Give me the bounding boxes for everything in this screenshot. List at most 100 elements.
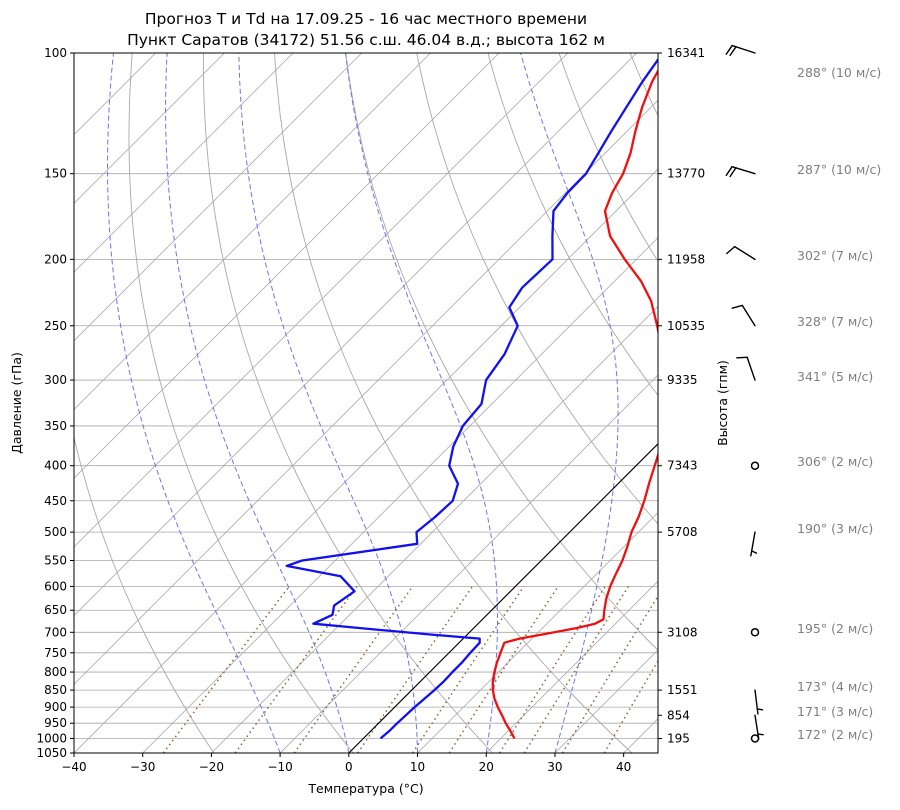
height-tick-label: 16341	[667, 46, 705, 60]
calm-wind-circle-icon	[752, 735, 759, 742]
mixing-ratio-line	[604, 586, 703, 753]
dry-adiabat-line	[488, 53, 900, 753]
wind-barb-half-feather	[752, 551, 757, 553]
dry-adiabat-line	[346, 53, 772, 753]
wind-label: 195° (2 м/с)	[797, 621, 873, 636]
wind-label: 288° (10 м/с)	[797, 65, 881, 80]
dewpoint-line	[287, 53, 663, 739]
x-tick-label: −10	[267, 760, 292, 774]
wind-label: 341° (5 м/с)	[797, 369, 873, 384]
wind-label: 302° (7 м/с)	[797, 248, 873, 263]
calm-wind-circle-icon	[752, 462, 759, 469]
wind-barb-feather	[732, 305, 742, 308]
y-tick-label: 1050	[36, 746, 67, 760]
zero-isotherm-line	[349, 53, 900, 753]
isotherm-line	[349, 53, 900, 753]
y-tick-label: 700	[44, 625, 67, 639]
x-tick-label: 40	[616, 760, 631, 774]
wind-label: 306° (2 м/с)	[797, 454, 873, 469]
y2-axis-title: Высота (гпм)	[715, 360, 730, 446]
isotherm-line	[486, 53, 900, 753]
x-tick-label: 0	[345, 760, 353, 774]
y-tick-label: 500	[44, 525, 67, 539]
isotherm-line	[5, 53, 705, 753]
chart-title-line-2: Пункт Саратов (34172) 51.56 с.ш. 46.04 в…	[127, 31, 605, 49]
isotherm-line	[74, 53, 774, 753]
height-tick-label: 854	[667, 708, 690, 722]
wind-barb-icon	[747, 357, 755, 380]
y-tick-label: 850	[44, 683, 67, 697]
isotherm-line	[280, 53, 900, 753]
y-tick-label: 450	[44, 494, 67, 508]
height-tick-label: 5708	[667, 525, 698, 539]
height-tick-label: 3108	[667, 625, 698, 639]
y-tick-label: 300	[44, 373, 67, 387]
wind-label: 328° (7 м/с)	[797, 314, 873, 329]
y-tick-label: 800	[44, 665, 67, 679]
isotherm-line	[624, 53, 900, 753]
dry-adiabat-line	[630, 53, 900, 753]
height-tick-label: 10535	[667, 319, 705, 333]
wind-label: 190° (3 м/с)	[797, 521, 873, 536]
wind-barb-icon	[742, 305, 755, 325]
wind-profile: 288° (10 м/с) 287° (10 м/с) 302° (7 м/с) 32…	[726, 46, 881, 742]
wind-barb-icon	[755, 690, 758, 714]
y-tick-label: 1000	[36, 731, 67, 745]
y-axis-title: Давление (гПа)	[9, 352, 24, 454]
calm-wind-circle-icon	[752, 629, 759, 636]
x-axis-title: Температура (°C)	[307, 781, 423, 796]
wind-label: 171° (3 м/с)	[797, 704, 873, 719]
dry-adiabat-line	[203, 53, 492, 753]
y-tick-label: 750	[44, 646, 67, 660]
series-layer	[287, 53, 669, 739]
dry-adiabat-line	[129, 53, 353, 753]
mixing-ratio-line	[449, 586, 558, 753]
wind-label: 173° (4 м/с)	[797, 679, 873, 694]
height-tick-label: 9335	[667, 373, 698, 387]
y-tick-label: 400	[44, 459, 67, 473]
wind-label: 287° (10 м/с)	[797, 162, 881, 177]
moist-adiabat-line	[521, 53, 619, 753]
moist-adiabat-line	[108, 53, 281, 753]
height-tick-label: 7343	[667, 459, 698, 473]
x-tick-label: 30	[547, 760, 562, 774]
height-tick-label: 13770	[667, 167, 705, 181]
mixing-ratio-line	[524, 586, 628, 753]
y-tick-label: 100	[44, 46, 67, 60]
y-tick-label: 900	[44, 700, 67, 714]
y-tick-label: 650	[44, 603, 67, 617]
dry-adiabat-line	[772, 53, 900, 753]
y-tick-label: 200	[44, 252, 67, 266]
isotherm-line	[0, 53, 637, 753]
height-tick-label: 1551	[667, 683, 698, 697]
y-tick-label: 150	[44, 167, 67, 181]
y-tick-label: 950	[44, 716, 67, 730]
y-tick-label: 600	[44, 579, 67, 593]
isotherm-line	[143, 53, 843, 753]
plot-frame	[74, 53, 658, 753]
height-tick-label: 195	[667, 731, 690, 745]
x-tick-label: −20	[199, 760, 224, 774]
x-tick-label: 10	[410, 760, 425, 774]
y-tick-label: 350	[44, 419, 67, 433]
mixing-ratio-line	[235, 586, 357, 753]
wind-label: 172° (2 м/с)	[797, 727, 873, 742]
dry-adiabat-line	[701, 53, 900, 753]
wind-barb-feather	[727, 247, 735, 254]
wind-barb-icon	[735, 247, 755, 260]
x-tick-label: −30	[130, 760, 155, 774]
wind-barb-half-feather	[757, 709, 762, 710]
height-tick-label: 11958	[667, 252, 705, 266]
background-lines	[0, 53, 900, 753]
x-tick-label: 20	[479, 760, 494, 774]
chart-title-line-1: Прогноз T и Td на 17.09.25 - 16 час мест…	[145, 10, 587, 28]
y-tick-label: 250	[44, 319, 67, 333]
y-tick-label: 550	[44, 554, 67, 568]
wind-barb-half-feather	[758, 734, 763, 735]
x-tick-label: −40	[61, 760, 86, 774]
dry-adiabat-line	[844, 53, 900, 753]
isotherm-line	[418, 53, 900, 753]
